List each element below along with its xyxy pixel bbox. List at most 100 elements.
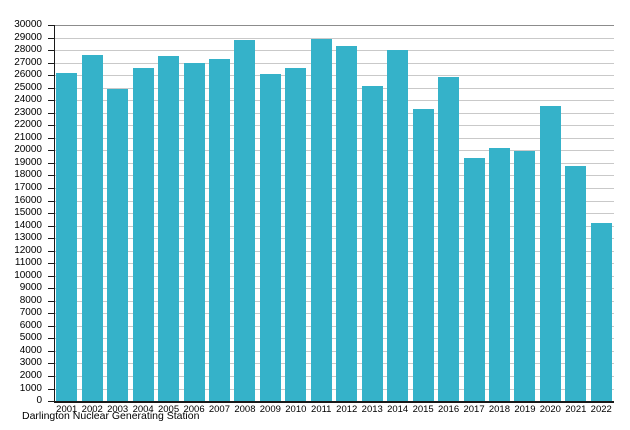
y-axis-label: 6000 [19,319,42,331]
y-axis-label: 13000 [14,232,42,244]
y-axis-label: 19000 [14,156,42,168]
y-axis-label: 1000 [19,382,42,394]
gridline [54,50,614,52]
gridline [54,375,614,377]
x-axis-label: 2020 [539,404,561,415]
y-tick [48,388,54,390]
bar-2006 [183,63,205,401]
x-axis-label: 2004 [132,404,154,415]
gridline [54,175,614,177]
gridline [54,350,614,352]
y-tick [48,238,54,240]
y-tick [48,100,54,102]
y-axis-label: 16000 [14,194,42,206]
y-tick [48,225,54,227]
y-tick [48,37,54,39]
gridline [54,250,614,252]
bar-2020 [539,106,561,401]
x-axis-label: 2010 [285,404,307,415]
y-tick [48,137,54,139]
x-axis-label: 2007 [208,404,230,415]
gridline [54,338,614,340]
y-axis-label: 2000 [19,369,42,381]
y-axis-label: 30000 [14,19,42,30]
x-axis-label: 2021 [565,404,587,415]
y-axis-label: 5000 [19,332,42,344]
chart-caption: Darlington Nuclear Generating Station [22,410,200,422]
gridline [54,363,614,365]
y-axis-label: 28000 [14,44,42,56]
bar-2018 [489,147,510,401]
y-axis-label: 21000 [14,131,42,143]
y-tick [48,263,54,265]
y-tick [48,25,54,26]
y-tick [48,401,54,402]
x-axis-label: 2015 [412,404,434,415]
y-tick [48,87,54,89]
y-axis-label: 12000 [14,244,42,256]
y-axis-label: 26000 [14,69,42,81]
y-tick [48,300,54,302]
x-axis-label: 2008 [234,404,256,415]
bar-2022 [590,222,612,401]
y-axis-label: 20000 [14,144,42,156]
gridline [54,263,614,265]
x-axis-line [54,401,614,403]
y-axis-label: 11000 [14,257,42,269]
gridline [54,162,614,164]
y-axis-label: 29000 [14,31,42,43]
gridline [54,112,614,114]
x-axis-label: 2022 [590,404,612,415]
gridline [54,100,614,102]
bar-2005 [158,56,179,401]
y-tick [48,338,54,340]
y-tick [48,275,54,277]
y-tick [48,187,54,189]
x-axis-label: 2013 [361,404,383,415]
bar-2008 [234,40,256,401]
y-tick [48,112,54,114]
gridline [54,87,614,89]
y-axis-label: 10000 [14,269,42,281]
gridline [54,37,614,39]
y-tick [48,350,54,352]
y-axis-label: 17000 [14,181,42,193]
gridline [54,213,614,214]
y-tick [48,175,54,177]
gridline [54,238,614,240]
x-axis-label: 2012 [336,404,358,415]
x-axis-label: 2019 [514,404,536,415]
bar-2009 [259,73,281,401]
y-tick [48,363,54,365]
bar-2012 [336,45,358,401]
y-axis-line [54,25,55,402]
y-axis-label: 0 [36,395,42,406]
gridline [54,288,614,290]
gridline [54,225,614,227]
x-axis-label: 2018 [488,404,510,415]
gridline [54,325,614,327]
y-tick [48,325,54,327]
bar-2011 [310,39,332,401]
x-axis-label: 2005 [157,404,180,415]
y-tick [48,288,54,290]
y-axis-label: 4000 [19,344,42,356]
bar-2004 [132,68,154,401]
gridline [54,75,614,77]
y-tick [48,200,54,202]
bar-2016 [438,77,459,401]
x-axis-label: 2001 [56,404,78,415]
gridline [54,187,614,189]
y-axis-label: 24000 [14,94,42,106]
x-axis-label: 2002 [81,404,103,415]
y-axis-label: 27000 [14,56,42,68]
bar-2013 [361,86,383,401]
y-tick [48,213,54,214]
bar-2014 [387,49,409,401]
x-axis-label: 2006 [183,404,205,415]
gridline [54,25,614,26]
bar-2002 [81,54,103,401]
x-axis-label: 2014 [387,404,409,415]
y-tick [48,75,54,77]
